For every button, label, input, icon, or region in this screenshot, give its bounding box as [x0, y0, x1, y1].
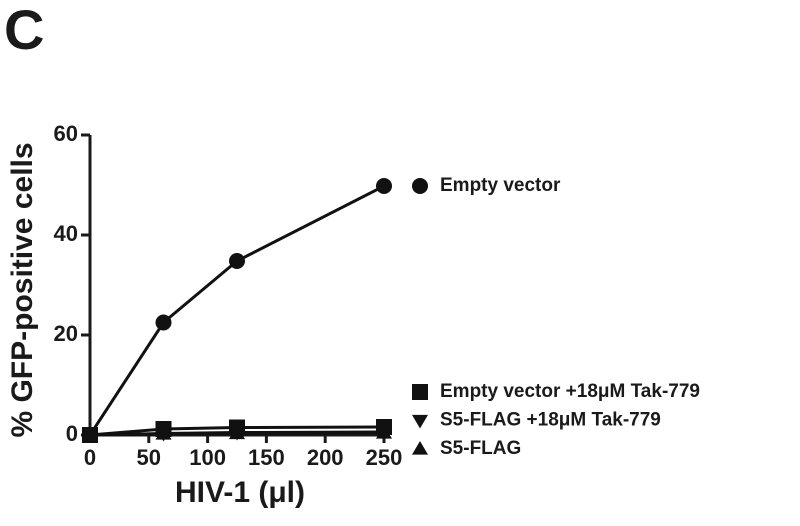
x-tick-label: 50	[137, 445, 161, 470]
series-line	[89, 431, 385, 437]
legend-label: S5-FLAG +18μM Tak-779	[440, 410, 661, 431]
y-tick-label: 20	[54, 321, 78, 346]
series-line	[89, 425, 385, 437]
legend-marker	[412, 178, 428, 194]
legend-label: Empty vector +18μM Tak-779	[440, 381, 700, 402]
legend-label: S5-FLAG	[440, 438, 521, 459]
marker	[376, 425, 392, 439]
legend-label: Empty vector	[440, 175, 561, 196]
legend-marker	[412, 414, 428, 429]
legend-marker	[412, 384, 428, 400]
y-tick-label: 0	[66, 421, 78, 446]
panel-label: C	[4, 0, 44, 61]
marker	[155, 314, 172, 331]
x-tick-label: 200	[307, 445, 344, 470]
marker	[155, 426, 172, 440]
y-tick-label: 40	[54, 221, 78, 246]
x-tick-label: 250	[366, 445, 403, 470]
legend-marker	[412, 441, 428, 455]
marker	[376, 178, 392, 194]
marker	[229, 253, 245, 269]
x-tick-label: 150	[248, 445, 285, 470]
x-tick-label: 0	[84, 445, 96, 470]
x-axis-label: HIV-1 (μl)	[175, 476, 305, 509]
marker	[229, 425, 245, 440]
y-axis-label: % GFP-positive cells	[6, 142, 39, 437]
y-tick-label: 60	[54, 121, 78, 146]
series-line	[88, 184, 385, 436]
marker	[82, 427, 98, 441]
x-tick-label: 100	[189, 445, 226, 470]
